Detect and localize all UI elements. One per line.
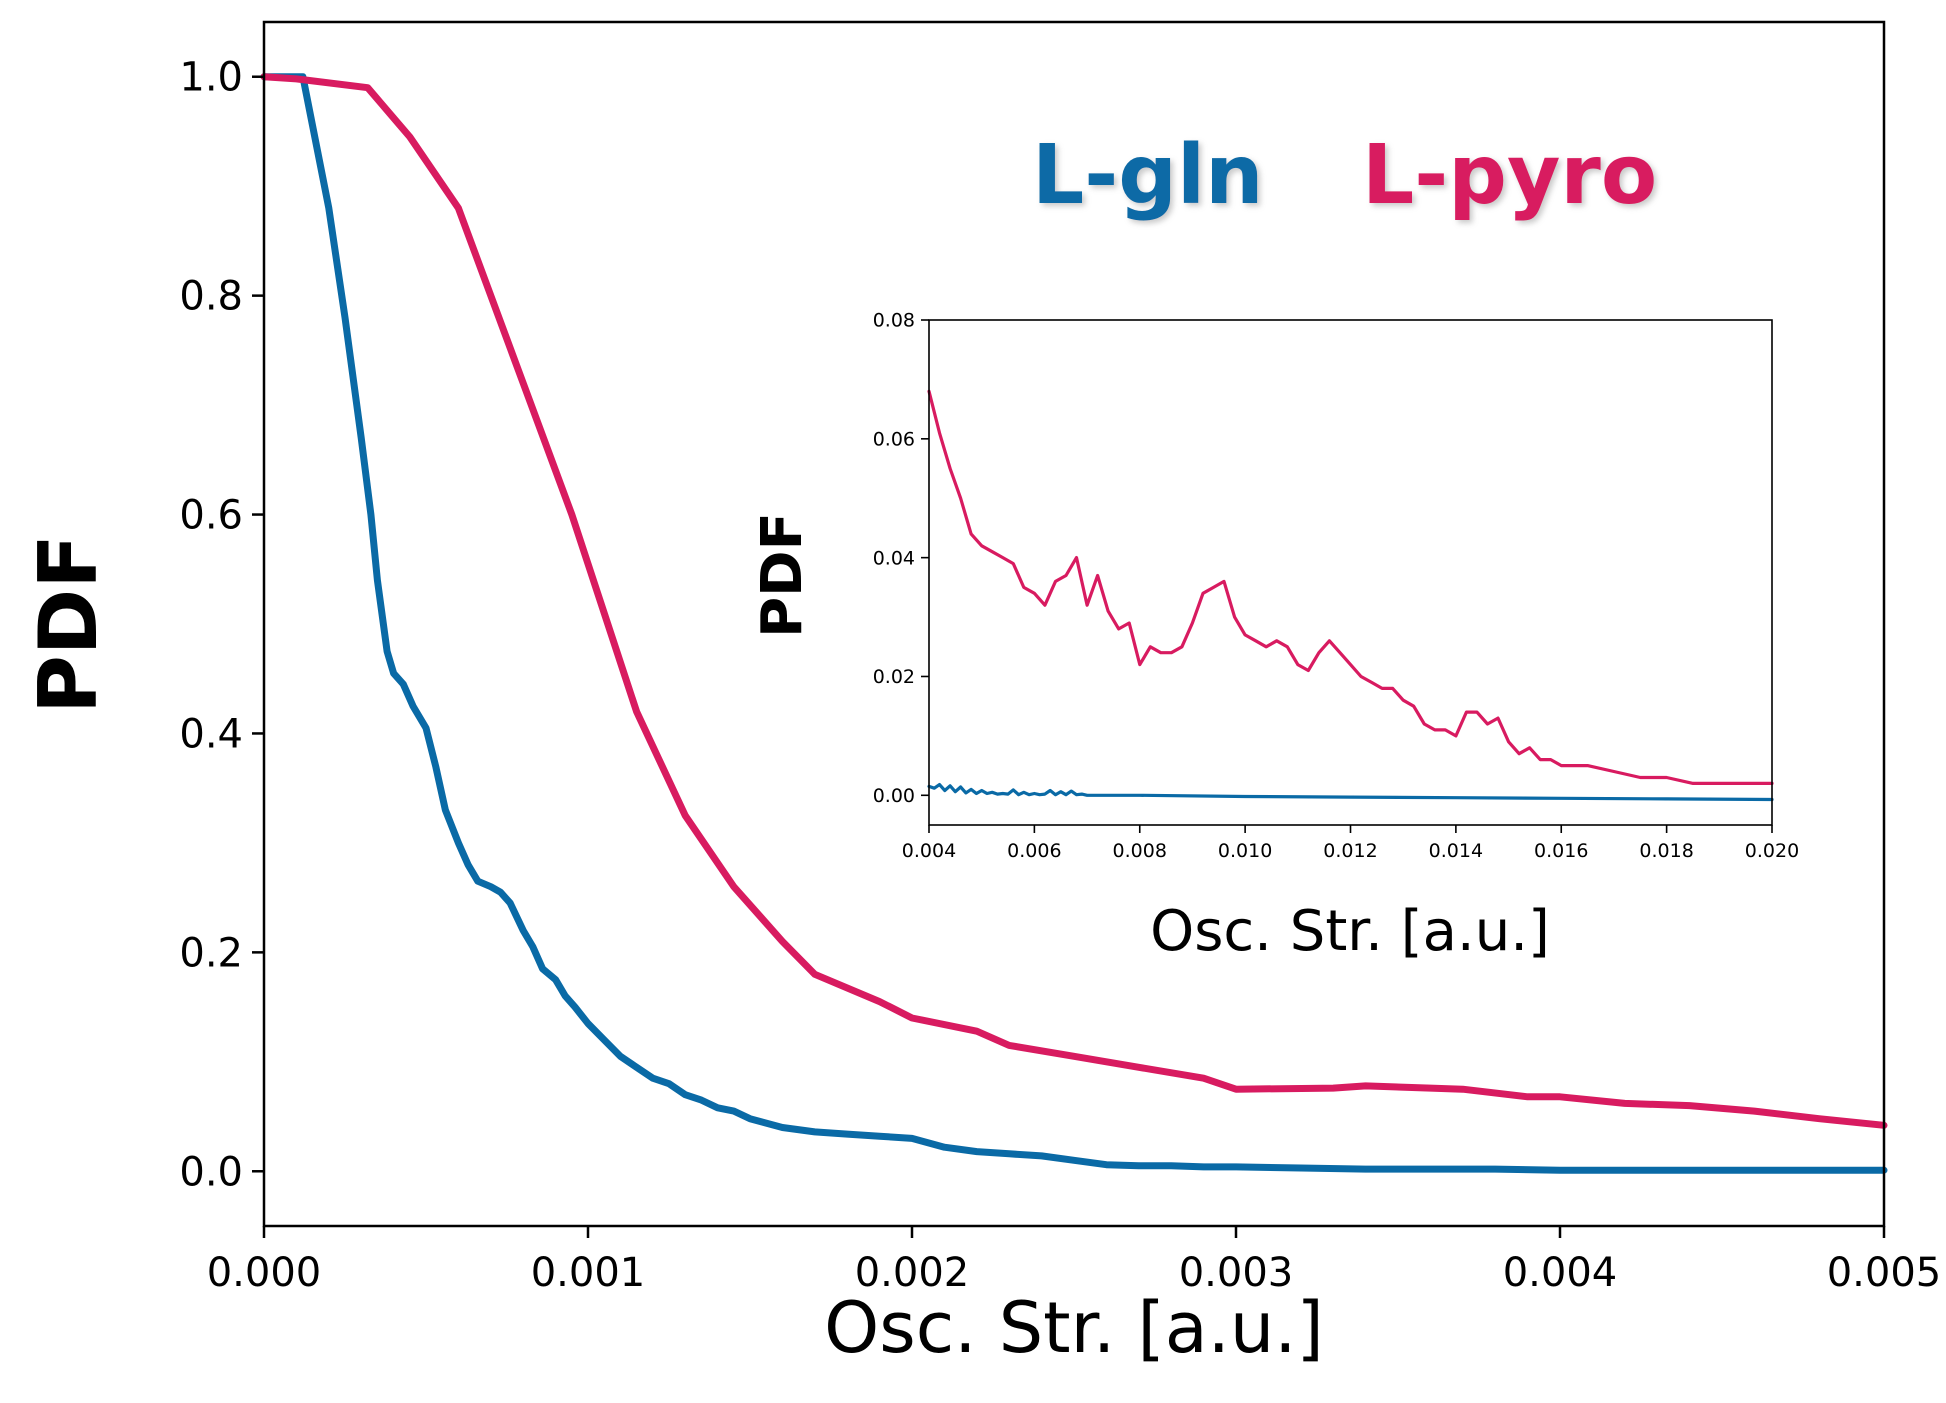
inset-x-ticks: 0.004 0.006 0.008 0.010 0.012 0.014 0.016 0.018… [902,825,1799,862]
inset-x-tick-label: 0.014 [1429,840,1483,862]
inset-y-axis-title: PDF [750,512,815,638]
main-y-tick-label: 1.0 [179,55,243,101]
inset-x-tick-label: 0.018 [1639,840,1693,862]
main-x-tick-label: 0.003 [1179,1250,1294,1296]
inset-plot: 0.004 0.006 0.008 0.010 0.012 0.014 0.016 0.018… [750,310,1799,964]
main-series-group [260,73,1888,1174]
legend-entry-l-gln: L-gln [1032,128,1263,223]
inset-series-line-l-gln [927,783,1774,802]
inset-y-tick-label: 0.06 [873,428,915,450]
inset-x-tick-label: 0.004 [902,840,956,862]
main-y-tick-label: 0.2 [179,930,243,976]
main-x-tick-label: 0.000 [207,1250,322,1296]
main-x-axis-title: Osc. Str. [a.u.] [824,1287,1324,1369]
legend: L-gln L-pyro [1032,128,1657,223]
legend-entry-l-pyro: L-pyro [1362,128,1657,223]
inset-y-ticks: 0.00 0.02 0.04 0.06 0.08 [873,310,929,807]
main-y-tick-label: 0.4 [179,711,243,757]
main-series-line-l-gln [260,73,1888,1174]
main-x-tick-label: 0.001 [531,1250,646,1296]
inset-series-line-l-pyro [927,389,1774,785]
main-axes-frame [262,20,1886,1228]
inset-y-tick-label: 0.08 [873,310,915,332]
inset-axes-frame [928,319,1773,826]
inset-x-tick-label: 0.016 [1534,840,1588,862]
main-y-axis-title: PDF [22,534,115,714]
inset-x-tick-label: 0.006 [1007,840,1061,862]
inset-x-tick-label: 0.020 [1745,840,1799,862]
inset-x-tick-label: 0.010 [1218,840,1272,862]
main-y-tick-label: 0.6 [179,493,243,539]
inset-x-axis-title: Osc. Str. [a.u.] [1150,899,1550,964]
main-series-line-l-pyro [260,73,1888,1129]
main-x-tick-label: 0.004 [1503,1250,1618,1296]
inset-y-tick-label: 0.02 [873,666,915,688]
main-x-tick-label: 0.005 [1827,1250,1942,1296]
main-plot: 0.000 0.001 0.002 0.003 0.004 0.005 0.0 0.2 0.4… [22,20,1942,1369]
main-x-ticks: 0.000 0.001 0.002 0.003 0.004 0.005 [207,1226,1942,1296]
main-y-tick-label: 0.0 [179,1149,243,1195]
main-x-tick-label: 0.002 [855,1250,970,1296]
inset-y-tick-label: 0.00 [873,785,915,807]
inset-series-group [927,389,1774,802]
inset-y-tick-label: 0.04 [873,547,915,569]
main-y-tick-label: 0.8 [179,274,243,320]
inset-x-tick-label: 0.008 [1113,840,1167,862]
inset-x-tick-label: 0.012 [1323,840,1377,862]
main-y-ticks: 0.0 0.2 0.4 0.6 0.8 1.0 [179,55,264,1195]
